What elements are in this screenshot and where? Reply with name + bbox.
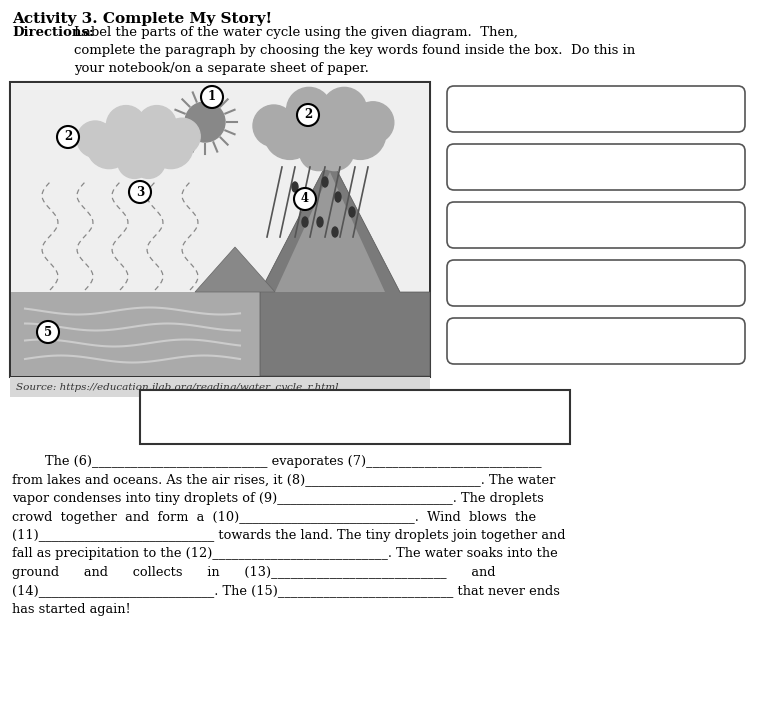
Circle shape: [265, 108, 315, 159]
Bar: [140, 390, 570, 444]
Circle shape: [334, 108, 386, 159]
Text: vapor condenses into tiny droplets of (9)___________________________. The drople: vapor condenses into tiny droplets of (9…: [12, 492, 543, 505]
Text: The (6)___________________________ evaporates (7)___________________________: The (6)___________________________ evapo…: [12, 455, 542, 468]
Ellipse shape: [302, 217, 308, 227]
Circle shape: [87, 124, 132, 168]
Circle shape: [37, 321, 59, 343]
Ellipse shape: [307, 197, 313, 207]
Circle shape: [297, 104, 319, 126]
Text: ground      and      collects      in      (13)___________________________      : ground and collects in (13)_____________…: [12, 566, 496, 579]
Text: fall as precipitation to the (12)___________________________. The water soaks in: fall as precipitation to the (12)_______…: [12, 547, 558, 560]
Text: cloud: cloud: [260, 400, 299, 414]
Ellipse shape: [317, 217, 323, 227]
Text: 4.: 4.: [457, 270, 470, 284]
Ellipse shape: [322, 177, 328, 187]
Circle shape: [132, 145, 165, 179]
Circle shape: [106, 106, 146, 145]
Text: cools: cools: [170, 400, 206, 414]
Bar: [11, 83, 429, 292]
Ellipse shape: [335, 192, 341, 202]
Ellipse shape: [332, 227, 338, 237]
Circle shape: [322, 87, 367, 132]
Text: has started again!: has started again!: [12, 603, 130, 616]
Text: cycle: cycle: [260, 420, 296, 434]
Text: ground: ground: [170, 420, 221, 434]
Text: 1.: 1.: [457, 96, 470, 110]
Circle shape: [294, 188, 316, 210]
Bar: [10, 82, 430, 377]
FancyBboxPatch shape: [447, 144, 745, 190]
Circle shape: [293, 97, 357, 161]
Circle shape: [253, 105, 295, 147]
Circle shape: [117, 145, 151, 179]
Text: (11)___________________________ towards the land. The tiny droplets join togethe: (11)___________________________ towards …: [12, 529, 565, 542]
Text: 4: 4: [301, 192, 309, 205]
Circle shape: [299, 132, 338, 171]
Text: crowd  together  and  form  a  (10)___________________________.  Wind  blows  th: crowd together and form a (10)__________…: [12, 510, 536, 523]
Bar: [11, 292, 261, 376]
Circle shape: [112, 114, 168, 170]
Text: Label the parts of the water cycle using the given diagram.  Then,
complete the : Label the parts of the water cycle using…: [74, 26, 635, 75]
Circle shape: [57, 126, 79, 148]
Text: 2.: 2.: [457, 154, 470, 168]
Circle shape: [137, 106, 177, 145]
Circle shape: [149, 124, 193, 168]
FancyBboxPatch shape: [447, 202, 745, 248]
Circle shape: [129, 181, 151, 203]
Text: rivers: rivers: [355, 420, 396, 434]
FancyBboxPatch shape: [447, 260, 745, 306]
Polygon shape: [260, 157, 430, 376]
Text: sun: sun: [355, 400, 380, 414]
Text: 3: 3: [136, 186, 144, 199]
Ellipse shape: [292, 182, 298, 192]
Text: Directions:: Directions:: [12, 26, 94, 39]
Circle shape: [164, 118, 200, 155]
Text: 5.: 5.: [457, 328, 470, 342]
Circle shape: [201, 86, 223, 108]
Text: 5: 5: [44, 325, 52, 338]
Text: (14)___________________________. The (15)___________________________ that never : (14)___________________________. The (15…: [12, 585, 560, 598]
Polygon shape: [275, 172, 385, 292]
Polygon shape: [195, 247, 275, 292]
Text: 3.: 3.: [457, 212, 470, 226]
Text: 2: 2: [304, 109, 312, 122]
Text: water: water: [455, 420, 496, 434]
Text: 2: 2: [64, 130, 72, 143]
Circle shape: [185, 102, 225, 142]
Circle shape: [287, 87, 331, 132]
Text: 1: 1: [208, 91, 216, 104]
Text: from lakes and oceans. As the air rises, it (8)___________________________. The : from lakes and oceans. As the air rises,…: [12, 474, 556, 487]
Circle shape: [315, 132, 354, 171]
Text: Activity 3. Complete My Story!: Activity 3. Complete My Story!: [12, 12, 272, 26]
Bar: [10, 377, 430, 397]
Circle shape: [77, 121, 114, 158]
Text: Source: https://education.jlab.org/reading/water_cycle_r.html: Source: https://education.jlab.org/readi…: [16, 382, 339, 392]
Ellipse shape: [349, 207, 355, 217]
Circle shape: [352, 102, 394, 143]
Text: lakes: lakes: [455, 400, 492, 414]
FancyBboxPatch shape: [447, 86, 745, 132]
FancyBboxPatch shape: [447, 318, 745, 364]
